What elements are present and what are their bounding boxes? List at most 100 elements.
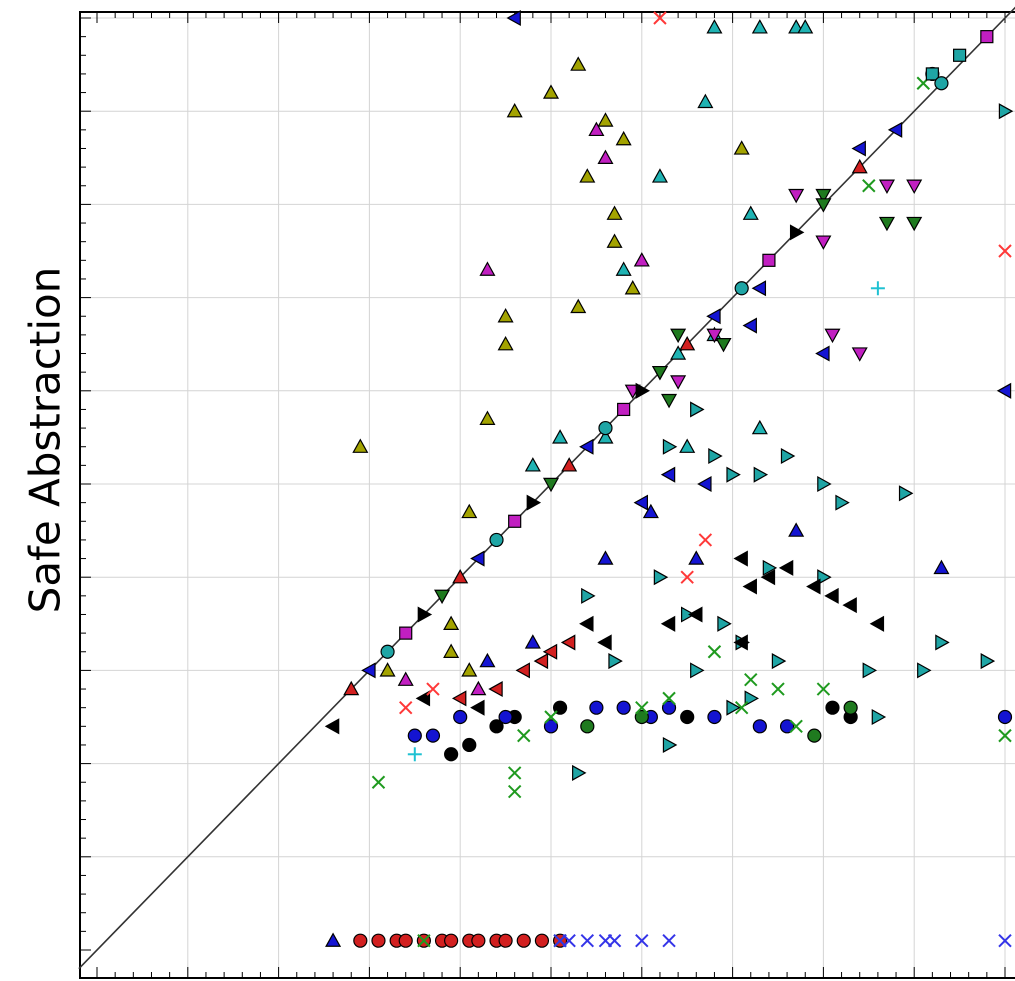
data-point	[562, 933, 576, 948]
data-point	[824, 587, 839, 604]
data-point	[353, 933, 368, 948]
data-point	[542, 477, 560, 493]
data-point	[662, 691, 676, 706]
data-point	[633, 252, 650, 267]
data-point	[552, 429, 569, 444]
data-point	[708, 448, 723, 465]
data-point	[797, 19, 814, 34]
data-point	[461, 662, 478, 677]
data-point	[742, 205, 759, 220]
data-point	[417, 933, 431, 948]
data-point	[371, 775, 386, 789]
data-point	[506, 9, 521, 27]
data-point	[451, 690, 467, 707]
data-point	[417, 606, 433, 623]
data-point	[572, 764, 587, 781]
data-point	[497, 335, 514, 351]
data-point	[517, 728, 531, 743]
data-point	[324, 718, 340, 735]
data-point	[760, 569, 776, 586]
data-point	[361, 662, 376, 679]
data-point	[570, 56, 587, 71]
data-point	[898, 485, 914, 502]
data-point	[589, 700, 604, 715]
grid	[81, 13, 1015, 977]
data-point	[543, 719, 559, 734]
data-point	[662, 736, 678, 753]
data-point	[399, 700, 413, 715]
data-point	[935, 634, 950, 651]
data-point	[397, 671, 414, 686]
data-point	[742, 317, 757, 334]
data-point	[980, 653, 996, 670]
data-point	[598, 420, 613, 436]
data-point	[679, 438, 696, 453]
data-point	[479, 410, 496, 425]
data-point	[862, 179, 876, 193]
data-point	[815, 198, 832, 213]
data-point	[399, 626, 413, 640]
data-point	[498, 933, 513, 948]
data-point	[580, 719, 595, 734]
data-point	[906, 179, 923, 194]
data-point	[624, 280, 641, 295]
data-point	[443, 643, 460, 658]
data-point	[489, 532, 504, 548]
data-point	[615, 130, 632, 146]
data-point	[660, 466, 676, 483]
data-point	[744, 673, 758, 687]
data-point	[497, 308, 514, 323]
data-point	[762, 253, 776, 267]
axis-ticks	[81, 13, 1006, 977]
data-point	[470, 550, 485, 567]
data-point	[597, 550, 614, 565]
data-point	[607, 933, 622, 948]
data-point	[816, 682, 831, 696]
data-point	[380, 644, 395, 659]
data-point	[734, 281, 749, 296]
data-point	[489, 719, 504, 734]
data-point	[680, 709, 695, 725]
data-point	[588, 121, 605, 137]
data-point	[726, 699, 741, 716]
data-point	[415, 690, 431, 707]
data-point	[597, 149, 614, 164]
data-point	[707, 645, 722, 659]
data-point	[807, 728, 822, 743]
data-point	[371, 933, 386, 948]
data-point	[471, 933, 486, 948]
data-point	[616, 700, 631, 715]
data-point	[817, 475, 832, 493]
data-point	[615, 261, 632, 276]
data-point	[516, 933, 531, 948]
data-point	[934, 76, 949, 91]
data-point	[635, 382, 651, 399]
data-point	[580, 933, 595, 948]
data-point	[851, 158, 868, 174]
data-point	[887, 121, 903, 138]
data-point	[662, 438, 678, 455]
data-point	[851, 347, 868, 362]
data-point	[751, 280, 767, 297]
data-point	[661, 393, 678, 409]
data-point	[998, 103, 1014, 120]
data-point	[506, 102, 523, 118]
data-point	[744, 690, 759, 707]
data-point	[524, 634, 541, 649]
data-point	[651, 168, 668, 183]
data-point	[498, 709, 513, 725]
data-point	[662, 933, 676, 948]
data-point	[679, 335, 696, 351]
data-point	[869, 615, 885, 632]
data-point	[742, 578, 757, 595]
data-point	[779, 719, 795, 734]
data-point	[526, 494, 542, 511]
data-point	[426, 682, 440, 696]
data-point	[762, 559, 778, 576]
data-point	[733, 550, 748, 567]
data-point	[653, 11, 667, 25]
data-point	[878, 179, 895, 194]
data-point	[542, 84, 560, 99]
data-point	[706, 308, 721, 325]
data-point	[753, 466, 769, 483]
